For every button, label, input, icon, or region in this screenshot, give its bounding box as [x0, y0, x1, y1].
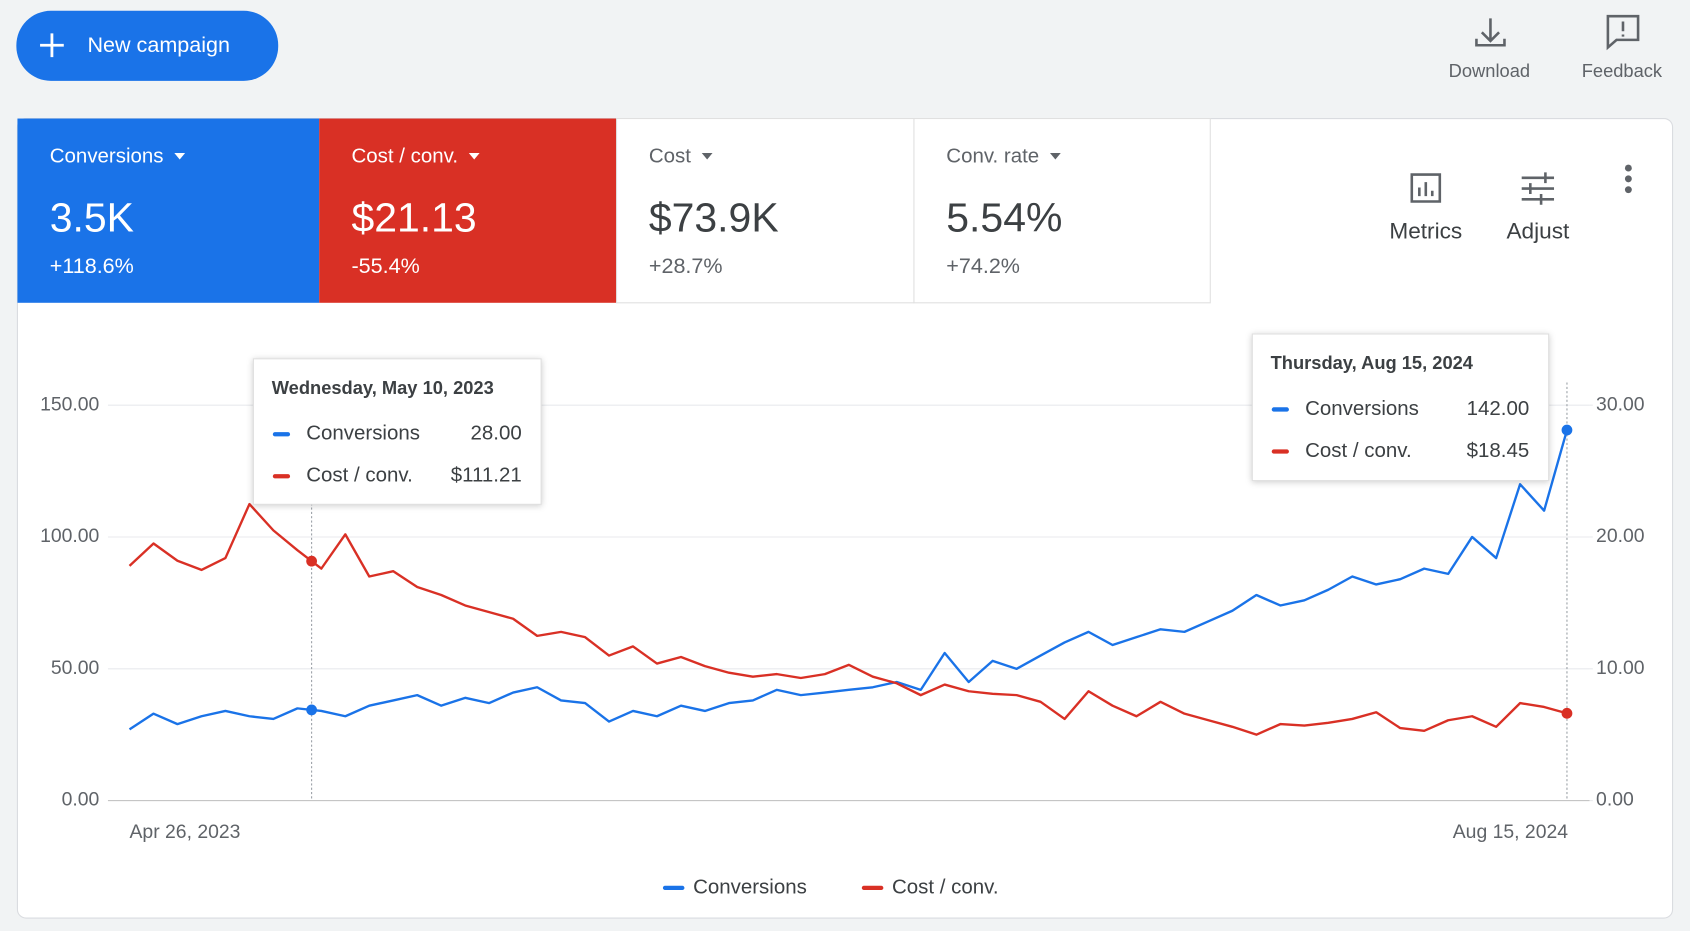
download-label: Download [1449, 60, 1530, 81]
y2-tick-label: 10.00 [1596, 657, 1645, 679]
scorecard-change: -55.4% [351, 253, 419, 278]
tooltip [1251, 333, 1550, 482]
scorecard-value: 3.5K [50, 195, 134, 241]
scorecard-bg[interactable] [319, 118, 617, 303]
tooltip [252, 358, 542, 505]
feedback-button[interactable]: Feedback [1582, 14, 1663, 81]
scorecard-value: 5.54% [946, 195, 1062, 241]
y-tick-label: 0.00 [62, 789, 100, 811]
tooltip-value: $111.21 [451, 464, 522, 487]
new-campaign-label: New campaign [87, 32, 230, 57]
dropdown-arrow [174, 153, 186, 160]
tooltip-value: 142.00 [1467, 397, 1530, 420]
dot [1624, 186, 1632, 194]
dropdown-arrow [701, 153, 713, 160]
tooltip-date: Thursday, Aug 15, 2024 [1271, 352, 1474, 373]
scorecard-value: $21.13 [351, 195, 476, 241]
more-menu[interactable] [1624, 164, 1632, 194]
feedback-icon [1606, 14, 1640, 51]
hover-dot [1561, 424, 1573, 436]
tooltip-name: Conversions [306, 422, 420, 445]
x-tick-label: Apr 26, 2023 [130, 821, 241, 843]
dropdown-arrow [468, 153, 480, 160]
new-campaign-button[interactable] [16, 10, 279, 81]
y-tick-label: 100.00 [40, 525, 99, 547]
y2-tick-label: 0.00 [1596, 789, 1634, 811]
x-tick-label: Aug 15, 2024 [1453, 821, 1569, 843]
scorecard-bg[interactable] [616, 117, 915, 304]
y2-tick-label: 30.00 [1596, 393, 1645, 415]
dot [1624, 175, 1632, 183]
adjust-icon [1521, 172, 1555, 205]
scorecard-change: +28.7% [649, 253, 723, 278]
scorecard-value: $73.9K [649, 195, 779, 241]
scorecard-change: +118.6% [50, 253, 134, 278]
plus-icon [40, 33, 64, 58]
tooltip-date: Wednesday, May 10, 2023 [272, 377, 494, 398]
series-line [128, 425, 1570, 731]
scorecard-label: Cost / conv. [351, 145, 458, 168]
dropdown-arrow [1049, 153, 1061, 160]
adjust-button[interactable]: Adjust [1506, 172, 1570, 244]
hover-dot [306, 555, 318, 567]
scorecard-label: Cost [649, 145, 691, 168]
scorecard-label: Conv. rate [946, 145, 1039, 168]
tooltip-value: $18.45 [1467, 439, 1530, 462]
metrics-icon [1410, 173, 1442, 203]
feedback-label: Feedback [1582, 60, 1663, 81]
metrics-button[interactable]: Metrics [1389, 173, 1462, 244]
scorecard-bg[interactable] [17, 118, 320, 303]
adjust-label: Adjust [1506, 219, 1570, 244]
metrics-label: Metrics [1389, 219, 1462, 244]
download-icon [1475, 18, 1506, 47]
download-button[interactable]: Download [1449, 18, 1530, 81]
hover-dot [306, 704, 318, 716]
scorecard-bg[interactable] [913, 117, 1211, 304]
hover-dot [1561, 707, 1573, 719]
y-tick-label: 150.00 [40, 393, 99, 415]
tooltip-name: Conversions [1305, 397, 1419, 420]
tooltip-value: 28.00 [471, 422, 522, 445]
tooltip-name: Cost / conv. [1305, 439, 1412, 462]
scorecard-change: +74.2% [946, 253, 1020, 278]
overlay: Wednesday, May 10, 2023 Conversions 28.00 C… [252, 333, 1573, 801]
dot [1624, 164, 1632, 172]
series-line [128, 502, 1569, 736]
legend-label: Cost / conv. [892, 875, 999, 898]
tooltip-name: Cost / conv. [306, 464, 413, 487]
y-tick-label: 50.00 [51, 657, 100, 679]
scorecard-label: Conversions [50, 145, 164, 168]
legend-label: Conversions [693, 875, 807, 898]
y2-tick-label: 20.00 [1596, 525, 1645, 547]
